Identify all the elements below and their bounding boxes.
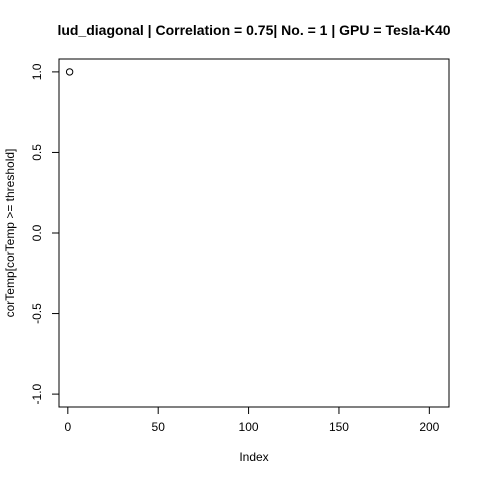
y-axis-label: corTemp[corTemp >= threshold]	[3, 149, 17, 318]
y-tick-label: 0.0	[30, 224, 44, 241]
data-points	[65, 68, 74, 76]
y-axis: -1.0 -0.5 0.0 0.5 1.0	[30, 63, 59, 404]
x-tick-label: 150	[329, 420, 349, 434]
x-axis-label: Index	[239, 450, 268, 464]
chart-title: lud_diagonal | Correlation = 0.75| No. =…	[57, 22, 450, 38]
x-tick-label: 50	[152, 420, 166, 434]
y-tick-label: 0.5	[30, 144, 44, 161]
x-axis: 0 50 100 150 200	[64, 407, 440, 434]
data-point	[65, 68, 74, 76]
x-tick-label: 100	[239, 420, 259, 434]
x-tick-label: 0	[64, 420, 71, 434]
x-tick-label: 200	[419, 420, 439, 434]
y-tick-label: -0.5	[30, 303, 44, 324]
y-tick-label: -1.0	[30, 383, 44, 404]
y-tick-label: 1.0	[30, 63, 44, 80]
plot-frame	[58, 58, 450, 408]
